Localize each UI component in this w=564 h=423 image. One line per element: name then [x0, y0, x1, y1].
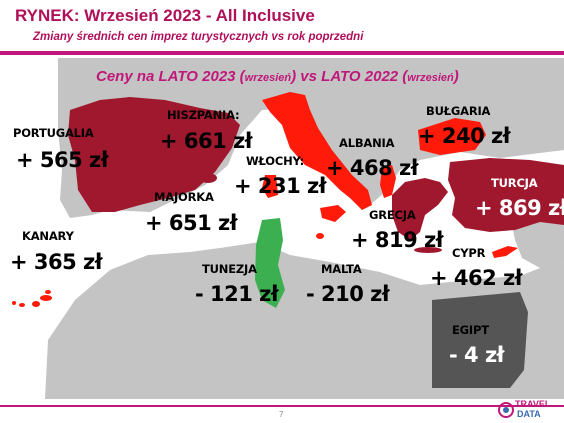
portugalia-label: PORTUGALIA — [13, 126, 94, 140]
cypr-label: CYPR — [452, 246, 486, 260]
turcja-label: TURCJA — [491, 176, 538, 190]
sicily-shape — [320, 205, 346, 222]
portugalia-value: + 565 zł — [16, 148, 109, 172]
turkey-shape — [448, 158, 564, 232]
mediterranean-map — [0, 58, 564, 399]
grecja-label: GRECJA — [369, 208, 416, 222]
crete-shape — [414, 247, 442, 253]
kanary-label: KANARY — [22, 229, 74, 243]
hiszpania-label: HISZPANIA: — [167, 108, 240, 122]
kanary-value: + 365 zł — [10, 250, 103, 274]
logo-line1: TRAVEL — [515, 399, 551, 409]
cypr-value: + 462 zł — [430, 266, 523, 290]
grecja-value: + 819 zł — [351, 228, 444, 252]
wlochy-label: WŁOCHY: — [246, 154, 305, 168]
sardinia-shape — [262, 175, 278, 198]
footer-divider — [0, 405, 564, 407]
middle-east-land — [510, 215, 564, 268]
slide-title: RYNEK: Wrzesień 2023 - All Inclusive — [15, 6, 315, 25]
logo-line2: DATA — [517, 409, 541, 419]
majorka-value: + 651 zł — [145, 211, 238, 235]
egipt-label: EGIPT — [452, 323, 489, 337]
malta-value: - 210 zł — [306, 282, 390, 306]
page-number: 7 — [279, 410, 284, 419]
travel-data-logo: TRAVEL DATA — [498, 399, 551, 419]
iberia-shape — [68, 97, 240, 212]
egipt-value: - 4 zł — [449, 343, 504, 367]
malta-shape — [316, 233, 324, 239]
turcja-value: + 869 zł — [475, 196, 564, 220]
cyprus-shape — [492, 246, 518, 258]
slide-subtitle: Zmiany średnich cen imprez turystycznych… — [33, 31, 364, 43]
hiszpania-value: + 661 zł — [160, 129, 253, 153]
bulgaria-shape — [418, 118, 486, 155]
tunisia-shape — [255, 218, 285, 308]
bulgaria-value: + 240 zł — [418, 124, 511, 148]
egypt-shape — [432, 292, 528, 388]
greece-shape — [392, 178, 448, 240]
albania-value: + 468 zł — [326, 156, 419, 180]
bulgaria-label: BUŁGARIA — [426, 104, 491, 118]
kanary-shapes — [12, 290, 52, 307]
albania-shape — [380, 165, 396, 198]
header-divider — [0, 51, 564, 55]
tunezja-value: - 121 zł — [195, 282, 279, 306]
wlochy-value: + 231 zł — [234, 174, 327, 198]
majorka-shape — [199, 173, 217, 183]
majorka-label: MAJORKA — [154, 190, 214, 204]
malta-label: MALTA — [321, 262, 362, 276]
albania-label: ALBANIA — [339, 136, 395, 150]
map-title: Ceny na LATO 2023 (wrzesień) vs LATO 202… — [96, 68, 459, 85]
italy-shape — [262, 92, 372, 210]
tunezja-label: TUNEZJA — [202, 262, 257, 276]
